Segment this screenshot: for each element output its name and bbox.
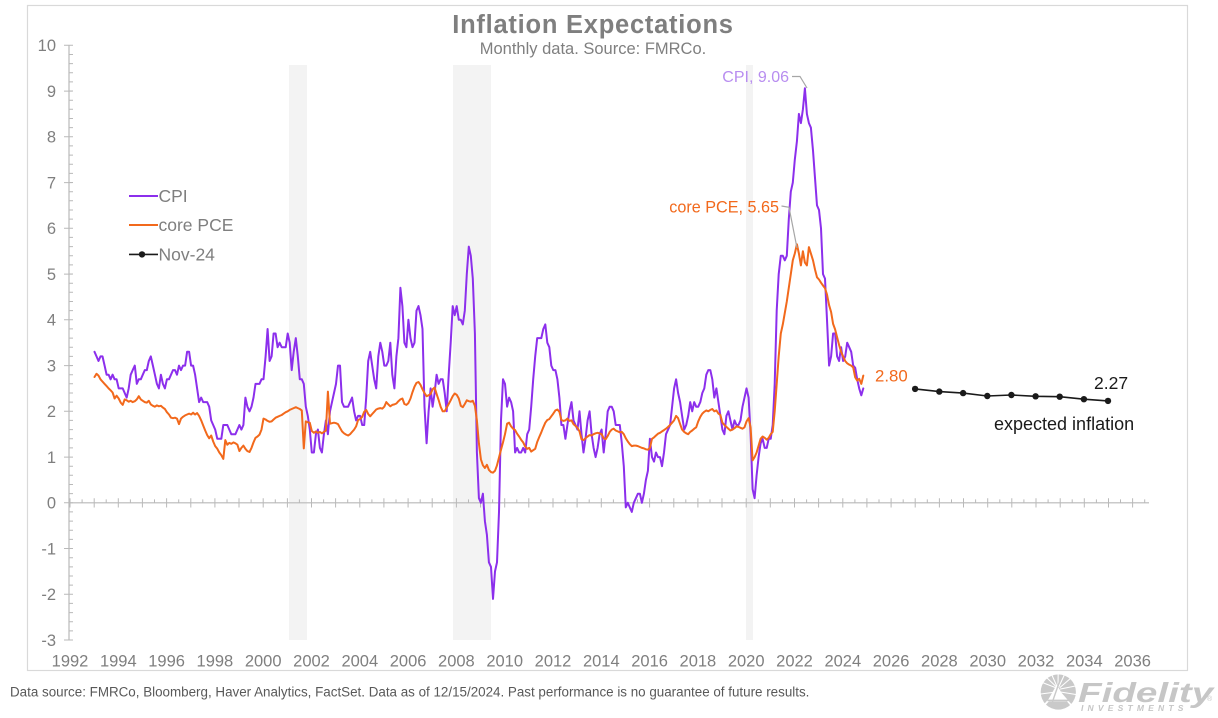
- svg-text:2030: 2030: [969, 653, 1006, 671]
- svg-text:10: 10: [38, 37, 56, 55]
- svg-text:2028: 2028: [921, 653, 958, 671]
- svg-text:2032: 2032: [1018, 653, 1055, 671]
- svg-text:Nov-24: Nov-24: [159, 244, 216, 264]
- svg-text:8: 8: [47, 129, 56, 147]
- svg-text:2000: 2000: [245, 653, 282, 671]
- svg-text:1994: 1994: [100, 653, 137, 671]
- svg-text:1996: 1996: [148, 653, 185, 671]
- svg-text:2022: 2022: [776, 653, 813, 671]
- svg-text:3: 3: [47, 357, 56, 375]
- svg-text:9: 9: [47, 83, 56, 101]
- svg-text:CPI, 9.06: CPI, 9.06: [722, 69, 789, 86]
- svg-text:2024: 2024: [824, 653, 861, 671]
- svg-text:7: 7: [47, 174, 56, 192]
- svg-text:-1: -1: [41, 540, 56, 558]
- svg-text:2: 2: [47, 403, 56, 421]
- svg-text:4: 4: [47, 312, 56, 330]
- svg-text:2034: 2034: [1066, 653, 1103, 671]
- svg-text:2026: 2026: [873, 653, 910, 671]
- svg-text:2006: 2006: [390, 653, 427, 671]
- svg-text:Fidelity: Fidelity: [1078, 677, 1216, 709]
- svg-text:®: ®: [1207, 695, 1213, 703]
- svg-text:2012: 2012: [535, 653, 572, 671]
- svg-text:2036: 2036: [1114, 653, 1151, 671]
- svg-text:expected inflation: expected inflation: [994, 414, 1134, 434]
- svg-text:2.80: 2.80: [875, 367, 908, 386]
- svg-text:-2: -2: [41, 586, 56, 604]
- svg-text:core PCE, 5.65: core PCE, 5.65: [669, 199, 779, 217]
- svg-text:2010: 2010: [486, 653, 523, 671]
- svg-text:5: 5: [47, 266, 56, 284]
- svg-text:0: 0: [47, 495, 56, 513]
- svg-text:INVESTMENTS: INVESTMENTS: [1081, 703, 1188, 713]
- svg-text:2008: 2008: [438, 653, 475, 671]
- svg-text:CPI: CPI: [159, 186, 188, 206]
- svg-text:6: 6: [47, 220, 56, 238]
- svg-text:1992: 1992: [52, 653, 89, 671]
- svg-text:2014: 2014: [583, 653, 620, 671]
- svg-text:-3: -3: [41, 632, 56, 650]
- svg-text:Data source: FMRCo, Bloomberg,: Data source: FMRCo, Bloomberg, Haver Ana…: [10, 685, 809, 700]
- svg-text:Monthly data. Source: FMRCo.: Monthly data. Source: FMRCo.: [480, 40, 707, 58]
- svg-text:2018: 2018: [680, 653, 717, 671]
- svg-text:2016: 2016: [631, 653, 668, 671]
- svg-text:Inflation Expectations: Inflation Expectations: [452, 11, 733, 39]
- svg-text:2.27: 2.27: [1094, 373, 1128, 393]
- svg-text:2002: 2002: [293, 653, 330, 671]
- svg-text:1: 1: [47, 449, 56, 467]
- svg-text:2020: 2020: [728, 653, 765, 671]
- svg-text:2004: 2004: [341, 653, 378, 671]
- svg-text:1998: 1998: [197, 653, 234, 671]
- svg-text:core PCE: core PCE: [159, 215, 234, 235]
